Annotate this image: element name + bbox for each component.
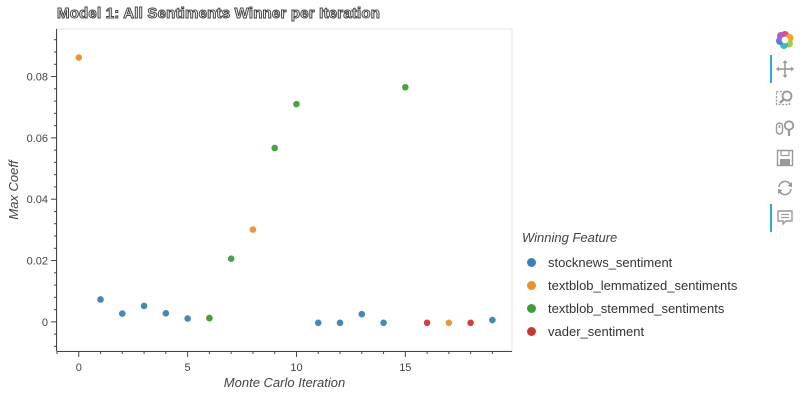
data-point-stocknews-sentiment <box>380 319 387 327</box>
data-point-textblob-lemmatized-sentiments <box>445 319 453 327</box>
bokeh-logo[interactable] <box>770 26 800 54</box>
hover-tool[interactable] <box>770 204 800 232</box>
data-point-textblob-lemmatized-sentiments <box>75 54 83 61</box>
data-point-stocknews-sentiment <box>314 319 322 327</box>
box-zoom-icon <box>775 90 793 106</box>
legend-item-textblob-lemmatized[interactable]: textblob_lemmatized_sentiments <box>522 274 737 297</box>
data-point-stocknews-sentiment <box>184 315 191 322</box>
y-tick-label: 0.08 <box>27 72 48 84</box>
reset-icon <box>778 180 792 196</box>
x-tick-label: 5 <box>185 362 191 374</box>
legend-item-textblob-stemmed[interactable]: textblob_stemmed_sentiments <box>522 297 737 320</box>
data-point-textblob-stemmed-sentiments <box>271 144 279 152</box>
legend-label-stocknews: stocknews_sentiment <box>548 255 673 270</box>
data-point-textblob-lemmatized-sentiments <box>249 226 257 233</box>
save-tool[interactable] <box>770 144 800 172</box>
x-tick-label: 10 <box>290 362 302 374</box>
x-axis-title: Monte Carlo Iteration <box>224 375 345 390</box>
y-tick-label: 0.06 <box>27 133 48 145</box>
reset-tool[interactable] <box>770 174 800 202</box>
pan-icon <box>776 60 794 78</box>
data-point-stocknews-sentiment <box>358 310 366 318</box>
box-zoom-tool[interactable] <box>770 84 800 112</box>
legend-label-textblob-lemmatized: textblob_lemmatized_sentiments <box>548 278 738 293</box>
legend-marker-textblob-lemmatized <box>527 281 536 290</box>
legend-item-stocknews[interactable]: stocknews_sentiment <box>522 251 737 274</box>
data-point-textblob-stemmed-sentiments <box>227 255 235 262</box>
plot-frame <box>56 28 513 352</box>
data-point-stocknews-sentiment <box>97 296 104 303</box>
y-tick-label: 0 <box>42 317 48 329</box>
hover-icon <box>777 210 793 226</box>
legend-title: Winning Feature <box>522 230 618 245</box>
legend-marker-textblob-stemmed <box>527 304 536 313</box>
legend-label-vader: vader_sentiment <box>548 324 645 339</box>
data-point-textblob-stemmed-sentiments <box>402 83 409 91</box>
y-tick-label: 0.02 <box>27 256 48 268</box>
wheel-zoom-icon <box>775 120 795 136</box>
data-point-stocknews-sentiment <box>162 309 170 317</box>
legend: Winning Feature stocknews_sentiment text… <box>522 230 737 343</box>
save-icon <box>776 149 794 167</box>
legend-item-vader[interactable]: vader_sentiment <box>522 320 737 343</box>
wheel-zoom-tool[interactable] <box>770 114 800 142</box>
x-tick-label: 15 <box>399 362 411 374</box>
data-point-stocknews-sentiment <box>119 310 126 317</box>
data-point-textblob-stemmed-sentiments <box>206 314 213 322</box>
data-point-stocknews-sentiment <box>336 319 344 327</box>
legend-marker-vader <box>527 327 536 336</box>
data-point-stocknews-sentiment <box>489 316 496 324</box>
chart-title: Model 1: All Sentiments Winner per Itera… <box>56 5 381 23</box>
data-point-vader-sentiment <box>423 319 431 327</box>
data-point-vader-sentiment <box>467 319 474 327</box>
data-point-textblob-stemmed-sentiments <box>293 100 300 108</box>
legend-label-textblob-stemmed: textblob_stemmed_sentiments <box>548 301 725 316</box>
y-axis-title: Max Coeff <box>6 159 21 220</box>
y-tick-label: 0.04 <box>27 194 48 206</box>
pan-tool[interactable] <box>770 55 800 83</box>
data-point-stocknews-sentiment <box>140 302 148 310</box>
x-tick-label: 0 <box>76 362 82 374</box>
legend-marker-stocknews <box>527 258 536 267</box>
bokeh-logo-icon <box>776 31 794 49</box>
